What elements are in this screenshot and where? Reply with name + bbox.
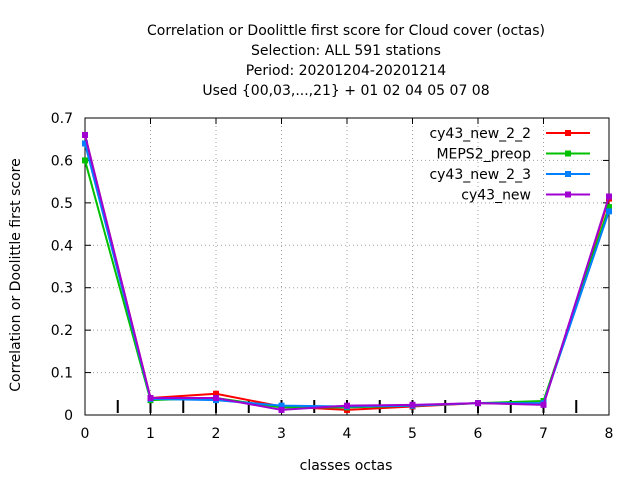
y-tick-label: 0 (64, 408, 73, 424)
x-tick-label: 5 (408, 426, 417, 442)
data-point (147, 395, 154, 402)
y-tick-label: 0.3 (51, 281, 73, 297)
title-line: Correlation or Doolittle first score for… (147, 23, 545, 39)
grid (85, 118, 609, 415)
x-tick-label: 1 (146, 426, 155, 442)
legend-label: cy43_new_2_3 (429, 167, 531, 183)
title-line: Selection: ALL 591 stations (251, 43, 441, 59)
y-tick-label: 0.6 (51, 153, 73, 169)
legend-label: MEPS2_preop (436, 147, 531, 163)
data-point (540, 401, 547, 408)
data-point (606, 193, 612, 200)
y-tick-label: 0.5 (51, 196, 73, 212)
data-point (475, 400, 481, 407)
chart-title: Correlation or Doolittle first score for… (147, 23, 545, 99)
series-lines (82, 131, 612, 413)
legend: cy43_new_2_2 MEPS2_preop cy43_new_2_3 cy43_… (429, 126, 590, 204)
data-point (606, 204, 612, 211)
x-tick-label: 4 (343, 426, 352, 442)
data-point (606, 208, 612, 215)
data-point (409, 401, 416, 408)
x-tick-label: 0 (81, 426, 90, 442)
x-tick-label: 3 (277, 426, 286, 442)
data-point (213, 395, 219, 402)
data-point (344, 402, 350, 409)
x-tick-label: 2 (212, 426, 221, 442)
y-tick-label: 0.2 (51, 323, 73, 339)
data-point (82, 131, 88, 138)
x-axis-ticks: 0 1 2 3 4 5 6 7 8 (81, 118, 614, 442)
x-tick-label: 6 (474, 426, 483, 442)
y-tick-label: 0.7 (51, 111, 73, 127)
legend-marker (565, 191, 571, 198)
data-point (82, 157, 88, 164)
legend-marker (565, 171, 571, 177)
title-line: Period: 20201204-20201214 (246, 63, 446, 79)
legend-label: cy43_new (461, 188, 531, 204)
x-tick-label: 7 (539, 426, 548, 442)
legend-marker (565, 150, 571, 157)
y-axis-label: Correlation or Doolittle first score (8, 158, 24, 391)
data-point (278, 402, 285, 409)
x-axis-label: classes octas (300, 458, 393, 474)
data-point (213, 390, 219, 397)
y-axis-ticks: 0 0.1 0.2 0.3 0.4 0.5 0.6 0.7 (51, 111, 609, 424)
y-tick-label: 0.1 (51, 366, 73, 382)
data-point (82, 140, 88, 147)
data-point (278, 406, 285, 413)
legend-marker (565, 130, 571, 136)
title-line: Used {00,03,...,21} + 01 02 04 05 07 08 (202, 83, 489, 99)
x-tick-label: 8 (605, 426, 614, 442)
legend-label: cy43_new_2_2 (429, 126, 531, 142)
y-tick-label: 0.4 (51, 238, 73, 254)
